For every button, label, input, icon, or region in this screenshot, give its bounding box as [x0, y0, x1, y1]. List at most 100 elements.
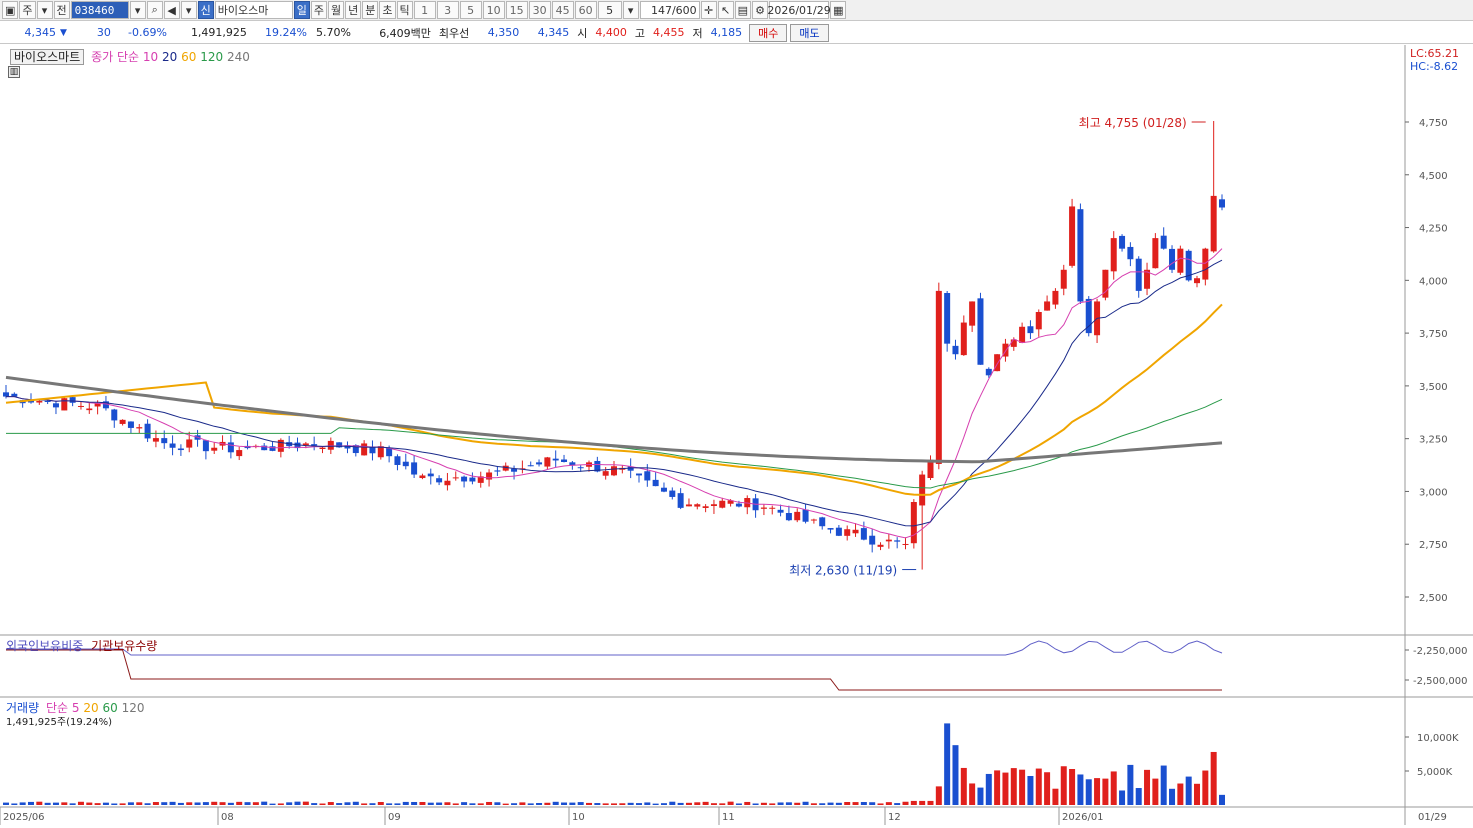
volume-bar: [927, 800, 934, 805]
volume-bar: [11, 803, 18, 805]
interval-60[interactable]: 60: [574, 1, 597, 19]
volume-bar: [502, 803, 509, 805]
candle-body: [1152, 238, 1159, 269]
interval-10[interactable]: 10: [482, 1, 505, 19]
stock-tag[interactable]: 바이오스마트: [10, 49, 85, 65]
volume-bar: [1035, 768, 1042, 805]
volume-bar: [477, 803, 484, 805]
chart-area[interactable]: 4,750 4,500 4,250 4,000 3,750 3,500 3,250 3,000…: [0, 45, 1473, 825]
current-price: 4,345: [24, 26, 57, 39]
volume-bar: [561, 802, 568, 805]
candle-body: [844, 529, 851, 536]
period-month[interactable]: 월: [328, 1, 345, 19]
volume-bar: [452, 803, 459, 805]
y-tick-label: 2,750: [1419, 540, 1448, 551]
high-annotation: 최고 4,755 (01/28): [1079, 116, 1187, 130]
sell-button[interactable]: 매도: [790, 23, 829, 42]
trade-amount: 6,409백만: [379, 26, 431, 40]
candle-body: [935, 290, 942, 464]
volume-bar: [102, 802, 109, 805]
volume-bar: [294, 801, 301, 805]
code-dropdown-icon[interactable]: ▾: [129, 1, 146, 19]
volume-bar: [336, 803, 343, 805]
calendar-icon[interactable]: ▦: [830, 1, 847, 19]
interval-3[interactable]: 3: [436, 1, 459, 19]
save-icon[interactable]: ▤: [734, 1, 752, 19]
interval-30[interactable]: 30: [528, 1, 551, 19]
candle-body: [994, 354, 1001, 372]
candle-body: [1060, 269, 1067, 289]
period-tick[interactable]: 틱: [396, 1, 413, 19]
data-count-field[interactable]: 147/600: [639, 1, 700, 19]
period-year[interactable]: 년: [345, 1, 362, 19]
period-day[interactable]: 일: [293, 1, 310, 19]
interval-5[interactable]: 5: [459, 1, 482, 19]
candle-body: [952, 345, 959, 355]
volume-bar: [427, 802, 434, 805]
candle-body: [69, 397, 76, 403]
volume-bar: [802, 801, 809, 805]
candle-body: [427, 473, 434, 477]
interval-select[interactable]: 5: [597, 1, 622, 19]
volume-bar: [386, 803, 393, 805]
candle-body: [44, 400, 51, 402]
volume-bar: [669, 801, 676, 805]
candle-body: [377, 446, 384, 458]
volume-bar: [977, 787, 984, 805]
prev-button[interactable]: 전: [53, 1, 70, 19]
down-arrow-icon: ▼: [60, 27, 67, 38]
volume-legend: 거래량 단순 5 20 60 120: [6, 699, 144, 716]
candle-body: [885, 539, 892, 542]
new-badge[interactable]: 신: [197, 1, 214, 19]
volume-bar: [1077, 774, 1084, 805]
candle-body: [227, 442, 234, 453]
volume-bar: [111, 803, 118, 805]
interval-45[interactable]: 45: [551, 1, 574, 19]
speaker-dropdown-icon[interactable]: ▾: [180, 1, 197, 19]
inst-holding-label: 기관보유수량: [91, 639, 158, 653]
stock-code-input[interactable]: 038460: [70, 1, 129, 19]
volume-bar: [277, 803, 284, 805]
candle-body: [927, 459, 934, 479]
price-chart-svg[interactable]: 4,750 4,500 4,250 4,000 3,750 3,500 3,250 3,000…: [0, 45, 1473, 825]
holding-legend: 외국인보유비중 기관보유수량: [6, 637, 157, 654]
volume-bar: [594, 803, 601, 805]
candle-body: [919, 474, 926, 506]
candle-body: [1027, 326, 1034, 334]
interval-1[interactable]: 1: [413, 1, 436, 19]
volume-bar: [27, 801, 34, 805]
stock-name-field[interactable]: 바이오스마: [214, 1, 293, 19]
pointer-icon[interactable]: ↖: [717, 1, 734, 19]
market-dropdown-icon[interactable]: ▾: [36, 1, 53, 19]
interval-15[interactable]: 15: [505, 1, 528, 19]
candle-body: [344, 445, 351, 449]
ma-label: 종가 단순: [91, 50, 140, 64]
candle-body: [486, 472, 493, 480]
period-week[interactable]: 주: [310, 1, 328, 19]
interval-dropdown-icon[interactable]: ▾: [622, 1, 639, 19]
volume-bar: [985, 773, 992, 805]
indicator-menu-icon[interactable]: ▥: [8, 66, 20, 78]
candle-body: [536, 462, 543, 465]
market-select[interactable]: 주: [19, 1, 36, 19]
layout-icon[interactable]: ▣: [2, 1, 19, 19]
crosshair-icon[interactable]: ✛: [700, 1, 717, 19]
candle-body: [877, 544, 884, 547]
volume-bar: [952, 745, 959, 805]
search-icon[interactable]: ⌕: [146, 1, 163, 19]
speaker-icon[interactable]: ◀: [163, 1, 180, 19]
volume-bar: [1160, 765, 1167, 805]
candle-body: [1077, 209, 1084, 302]
date-field[interactable]: 2026/01/29: [767, 1, 831, 19]
volume-bar: [469, 803, 476, 805]
candle-body: [760, 507, 767, 509]
period-minute[interactable]: 분: [362, 1, 379, 19]
candle-body: [527, 465, 534, 467]
period-second[interactable]: 초: [379, 1, 396, 19]
candle-body: [352, 445, 359, 454]
y-tick-label: -2,500,000: [1413, 676, 1468, 687]
volume-bar: [577, 802, 584, 805]
gear-icon[interactable]: ⚙: [752, 1, 769, 19]
candle-body: [1135, 258, 1142, 291]
buy-button[interactable]: 매수: [749, 23, 788, 42]
